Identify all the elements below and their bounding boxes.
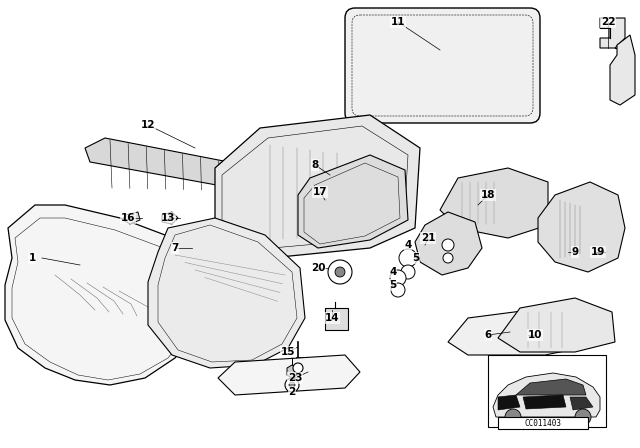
Text: 7: 7 — [172, 243, 179, 253]
Polygon shape — [415, 212, 482, 275]
Text: 4: 4 — [389, 267, 397, 277]
Circle shape — [328, 260, 352, 284]
Text: 12: 12 — [141, 120, 156, 130]
Circle shape — [391, 283, 405, 297]
Bar — [488, 355, 606, 427]
Polygon shape — [218, 355, 360, 395]
Polygon shape — [610, 35, 635, 105]
Text: 11: 11 — [391, 17, 405, 27]
Polygon shape — [215, 115, 420, 258]
Polygon shape — [570, 397, 593, 410]
Polygon shape — [5, 205, 220, 385]
Polygon shape — [600, 18, 625, 48]
Text: 20: 20 — [311, 263, 325, 273]
Text: 9: 9 — [572, 247, 579, 257]
Text: 17: 17 — [313, 187, 327, 197]
Circle shape — [390, 270, 406, 286]
Polygon shape — [440, 168, 548, 238]
Text: 15: 15 — [281, 347, 295, 357]
Text: 5: 5 — [389, 280, 397, 290]
Polygon shape — [493, 373, 600, 417]
Polygon shape — [516, 379, 586, 395]
FancyBboxPatch shape — [345, 8, 540, 123]
Polygon shape — [448, 308, 580, 355]
Circle shape — [293, 363, 303, 373]
Polygon shape — [123, 212, 140, 224]
Polygon shape — [287, 365, 297, 378]
Polygon shape — [325, 308, 348, 330]
Circle shape — [335, 267, 345, 277]
Text: 18: 18 — [481, 190, 495, 200]
Text: 1: 1 — [28, 253, 36, 263]
Text: 2: 2 — [289, 387, 296, 397]
Polygon shape — [498, 298, 615, 352]
Circle shape — [443, 253, 453, 263]
Bar — [498, 417, 588, 429]
Polygon shape — [148, 218, 305, 368]
Polygon shape — [162, 212, 178, 224]
Text: 19: 19 — [591, 247, 605, 257]
Circle shape — [289, 382, 295, 388]
Text: 13: 13 — [161, 213, 175, 223]
Circle shape — [285, 378, 299, 392]
Circle shape — [442, 239, 454, 251]
Polygon shape — [85, 138, 275, 192]
Text: 5: 5 — [412, 253, 420, 263]
Polygon shape — [498, 395, 520, 410]
Text: 4: 4 — [404, 240, 412, 250]
Circle shape — [505, 409, 521, 425]
Text: 21: 21 — [420, 233, 435, 243]
Circle shape — [401, 265, 415, 279]
Circle shape — [399, 249, 417, 267]
Circle shape — [575, 409, 591, 425]
Text: 14: 14 — [324, 313, 339, 323]
Text: 10: 10 — [528, 330, 542, 340]
Text: CC011403: CC011403 — [525, 419, 561, 428]
Text: 16: 16 — [121, 213, 135, 223]
Text: 6: 6 — [484, 330, 492, 340]
Text: 8: 8 — [312, 160, 319, 170]
Polygon shape — [298, 155, 408, 248]
Polygon shape — [523, 395, 566, 409]
Text: 22: 22 — [601, 17, 615, 27]
Polygon shape — [538, 182, 625, 272]
Text: 23: 23 — [288, 373, 302, 383]
